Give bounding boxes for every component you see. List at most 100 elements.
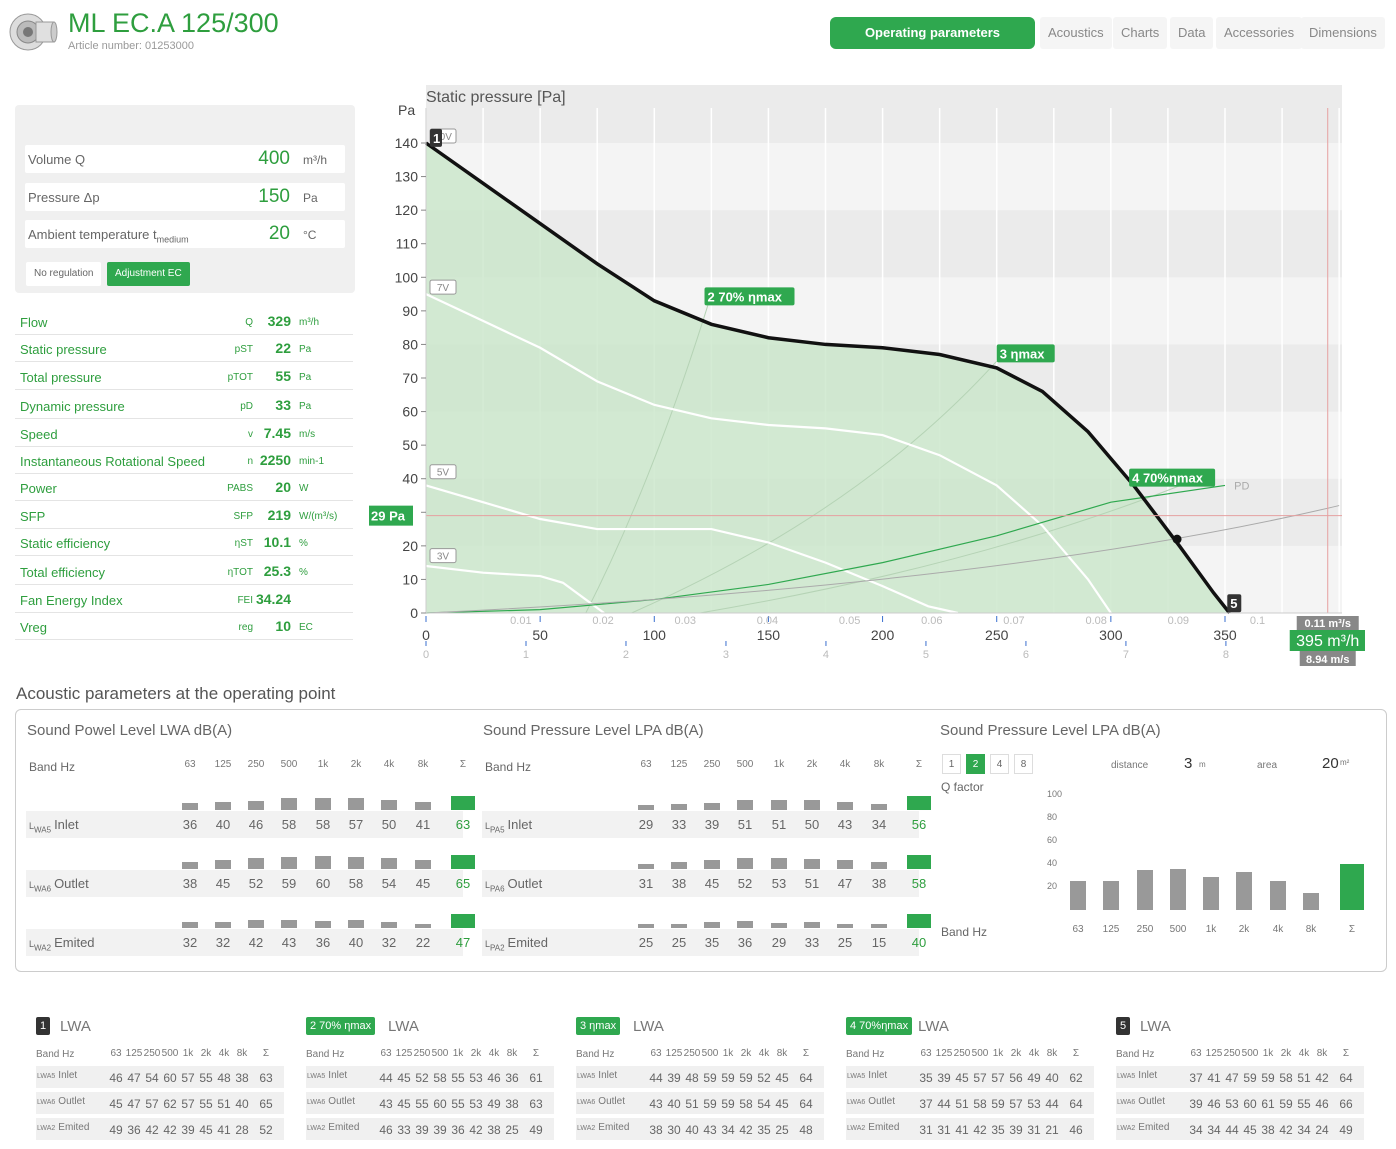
point-label-5-box	[1227, 594, 1242, 613]
point-value: 38	[235, 1071, 249, 1085]
point-row-label: LWA2 Emited	[1117, 1122, 1169, 1133]
band-value: 43	[281, 935, 297, 950]
lpa-chart-tick: 100	[1047, 789, 1063, 799]
point-value: 51	[955, 1097, 969, 1111]
voltage-label: 10V	[434, 132, 452, 143]
point-band-header: 125	[395, 1048, 413, 1059]
tab-dimensions[interactable]: Dimensions	[1301, 17, 1385, 49]
q-factor-4[interactable]: 4	[990, 754, 1009, 774]
point-row-label: LWA5 Inlet	[847, 1070, 887, 1081]
point-row-label: LWA5 Inlet	[577, 1070, 617, 1081]
band-bar	[281, 798, 297, 810]
area-value[interactable]: 20	[1322, 755, 1339, 772]
band-bar	[381, 858, 397, 869]
point-value: 52	[259, 1123, 273, 1137]
output-unit: m/s	[299, 429, 316, 440]
point-value: 59	[1261, 1071, 1275, 1085]
x2-tick-label: 0.01	[510, 615, 531, 627]
pressure-value[interactable]: 150	[258, 186, 290, 207]
point-value: 66	[1339, 1097, 1353, 1111]
band-value: 50	[804, 817, 820, 832]
point-band-header: 125	[665, 1048, 683, 1059]
lpa-chart-band: Σ	[1348, 924, 1356, 935]
pressure-input-row[interactable]: Pressure Δp 150 Pa	[25, 183, 345, 211]
point-row-label: LWA2 Emited	[37, 1122, 89, 1133]
point-value: 44	[379, 1071, 393, 1085]
point-value: 54	[757, 1097, 771, 1111]
tab-data[interactable]: Data	[1170, 17, 1214, 49]
voltage-label-box	[429, 548, 457, 564]
band-bar	[837, 860, 853, 869]
point-row-label-text: Inlet	[868, 1070, 888, 1081]
point-value: 33	[397, 1123, 411, 1137]
point-row	[846, 1118, 1094, 1140]
point-row-prefix: LWA5	[37, 1073, 56, 1080]
point-lwa-label: LWA	[918, 1018, 949, 1035]
output-value: 7.45	[263, 425, 291, 441]
output-value: 33	[275, 397, 291, 413]
point-value: 38	[487, 1123, 501, 1137]
no-regulation-button[interactable]: No regulation	[26, 262, 102, 286]
tab-charts[interactable]: Charts	[1113, 17, 1168, 49]
efficiency-line	[631, 360, 998, 614]
point-row-prefix: LWA6	[1117, 1099, 1136, 1106]
output-symbol: ηTOT	[227, 567, 253, 578]
output-label: Dynamic pressure	[20, 399, 125, 414]
output-value: 219	[267, 507, 291, 523]
point-value: 64	[799, 1071, 813, 1085]
band-value: 38	[871, 876, 887, 891]
point-band-header: Σ	[1072, 1048, 1080, 1059]
band-value: 45	[415, 876, 431, 891]
op-flow-box	[1289, 630, 1365, 651]
point-value: 45	[199, 1123, 213, 1137]
distance-value[interactable]: 3	[1184, 755, 1193, 772]
lpa-chart-band: 250	[1136, 924, 1154, 935]
point-row-prefix: LWA2	[37, 1125, 56, 1132]
x3-tick-label: 2	[623, 649, 629, 661]
band-header: 1k	[773, 759, 785, 770]
row-label-text: Emited	[507, 935, 549, 950]
band-bar	[451, 855, 475, 869]
tab-accessories[interactable]: Accessories	[1216, 17, 1303, 49]
q-factor-2[interactable]: 2	[966, 754, 985, 774]
band-bar	[415, 924, 431, 928]
point-value: 30	[667, 1123, 681, 1137]
point-lwa-label: LWA	[60, 1018, 91, 1035]
point-row-label: LWA2 Emited	[307, 1122, 359, 1133]
output-symbol: ηST	[234, 538, 253, 549]
point-row	[306, 1092, 554, 1114]
point-value: 39	[181, 1123, 195, 1137]
tab-acoustics[interactable]: Acoustics	[1040, 17, 1112, 49]
volume-value[interactable]: 400	[258, 148, 290, 169]
tab-operating-parameters[interactable]: Operating parameters	[830, 17, 1035, 49]
point-value: 38	[1261, 1123, 1275, 1137]
q-factor-1[interactable]: 1	[942, 754, 961, 774]
q-factor-label: Q factor	[941, 780, 984, 794]
point-band-header: 63	[110, 1048, 122, 1059]
point-row-prefix: LWA6	[847, 1099, 866, 1106]
point-row-label-text: Emited	[1138, 1122, 1170, 1133]
adjustment-ec-button[interactable]: Adjustment EC	[107, 262, 190, 286]
y-tick-label: 0	[410, 605, 418, 621]
point-value: 41	[955, 1123, 969, 1137]
temperature-value[interactable]: 20	[268, 223, 290, 244]
band-value: 53	[771, 876, 787, 891]
point-band-header: 250	[143, 1048, 161, 1059]
q-factor-8[interactable]: 8	[1014, 754, 1033, 774]
band-value: 40	[911, 935, 927, 950]
product-logo	[9, 13, 58, 51]
point-value: 44	[649, 1071, 663, 1085]
point-row	[576, 1092, 824, 1114]
temperature-input-row[interactable]: Ambient temperature tmedium 20 °C	[25, 220, 345, 248]
point-row-label-text: Emited	[868, 1122, 900, 1133]
output-row: Static efficiency ηST 10.1%	[15, 529, 353, 556]
volume-input-row[interactable]: Volume Q 400 m³/h	[25, 145, 345, 173]
output-value: 34.24	[255, 591, 291, 607]
point-value: 34	[721, 1123, 735, 1137]
point-value: 40	[1045, 1071, 1059, 1085]
system-curve	[425, 505, 1340, 614]
point-band-header: 500	[971, 1048, 989, 1059]
lpa-chart-band: 63	[1072, 924, 1084, 935]
output-value: 20	[275, 479, 291, 495]
pressure-label: Pressure Δp	[28, 190, 100, 205]
